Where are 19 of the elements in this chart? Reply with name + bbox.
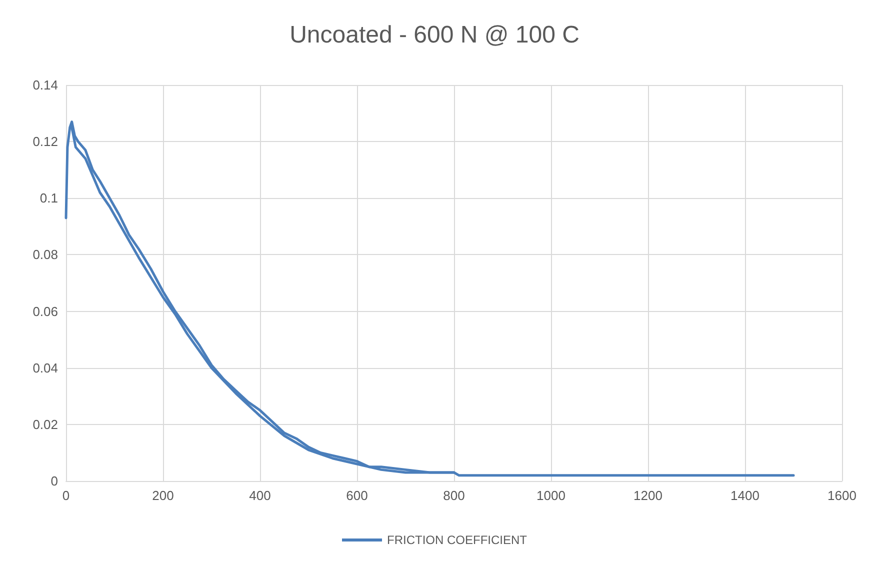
x-tick-label: 200 xyxy=(152,488,174,503)
x-tick-label: 1200 xyxy=(634,488,662,503)
x-tick-label: 0 xyxy=(62,488,70,503)
y-tick-label: 0.12 xyxy=(32,134,58,150)
x-tick-label: 1000 xyxy=(536,488,566,503)
x-tick-label: 800 xyxy=(443,488,465,503)
legend-label: FRICTION COEFFICIENT xyxy=(387,533,528,547)
x-tick-label: 1600 xyxy=(828,488,856,503)
x-tick-label: 600 xyxy=(346,488,368,503)
x-tick-label: 400 xyxy=(249,488,271,503)
x-tick-label: 1400 xyxy=(730,488,760,503)
y-tick-label: 0.04 xyxy=(32,360,58,376)
y-tick-label: 0.06 xyxy=(32,304,58,319)
y-tick-label: 0.1 xyxy=(40,190,58,206)
chart-title: Uncoated - 600 N @ 100 C xyxy=(290,22,580,48)
y-tick-label: 0.08 xyxy=(32,247,58,262)
y-tick-label: 0 xyxy=(50,474,58,488)
y-tick-label: 0.02 xyxy=(32,416,58,432)
y-tick-label: 0.14 xyxy=(32,78,58,92)
